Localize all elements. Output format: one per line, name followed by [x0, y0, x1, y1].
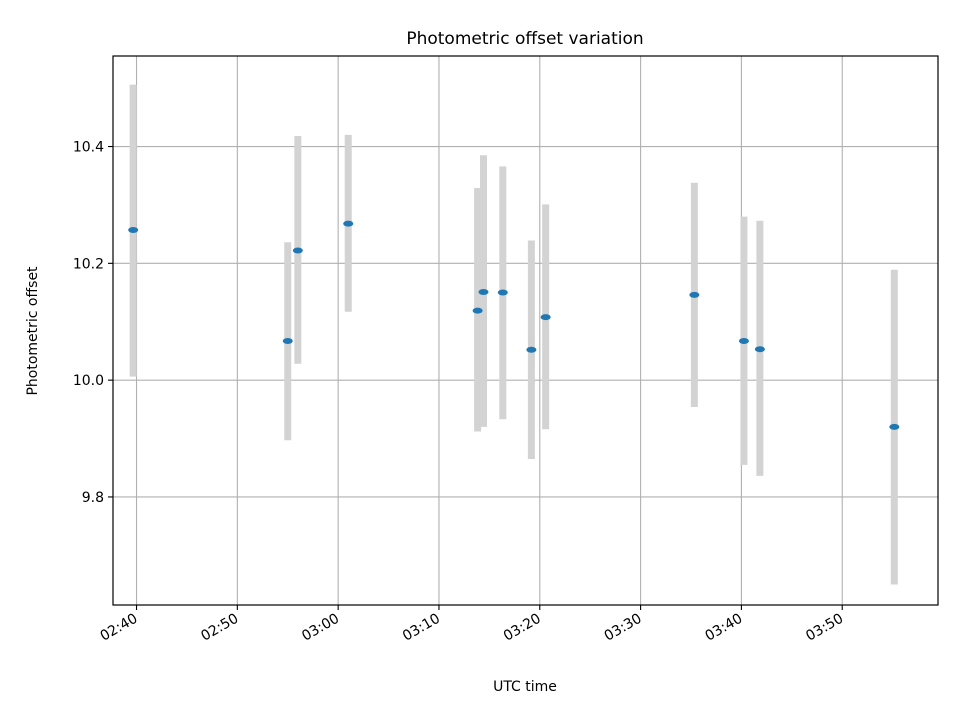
data-point [689, 291, 700, 298]
plot-frame [112, 55, 939, 606]
y-tick-label: 10.4 [73, 140, 104, 156]
y-tick-label: 10.2 [73, 256, 104, 272]
data-point [497, 289, 508, 296]
data-point [343, 220, 354, 227]
chart-title: Photometric offset variation [406, 29, 643, 49]
grid-layer [113, 56, 938, 605]
data-point [540, 314, 551, 321]
x-axis-label: UTC time [493, 679, 557, 695]
data-point [526, 346, 537, 353]
y-axis-ticks: 9.8 10.0 10.2 10.4 [73, 140, 113, 506]
data-point [472, 307, 483, 314]
y-tick-label: 9.8 [82, 490, 104, 506]
data-point [754, 346, 765, 353]
y-axis-label: Photometric offset [25, 266, 41, 396]
data-point [282, 338, 293, 345]
data-point [292, 247, 303, 254]
data-point [738, 338, 749, 345]
data-point [128, 227, 139, 234]
point-layer [128, 220, 900, 430]
y-tick-label: 10.0 [73, 373, 104, 389]
data-point [889, 423, 900, 430]
data-point [478, 288, 489, 295]
